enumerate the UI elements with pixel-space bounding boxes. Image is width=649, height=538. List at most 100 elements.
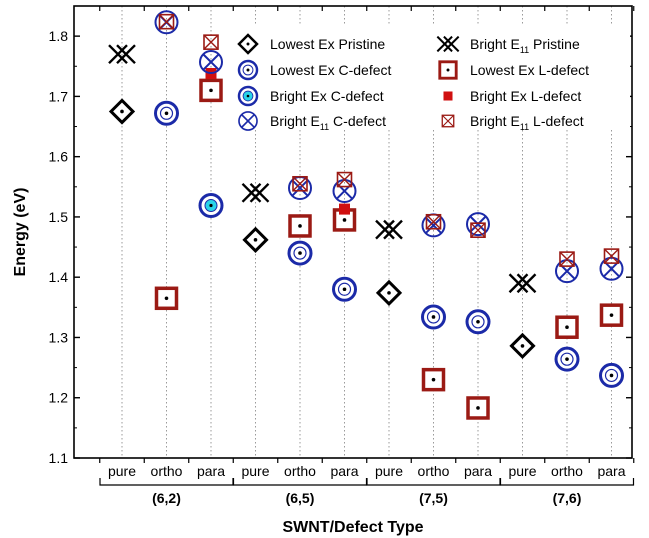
point-circle-dot [421, 304, 446, 330]
legend: Lowest Ex Pristine Bright E11 PristineLow… [234, 25, 630, 132]
y-tick-label: 1.1 [49, 450, 69, 466]
x-tick-label: pure [375, 463, 403, 479]
legend-label: Lowest Ex Pristine [270, 36, 385, 52]
point-circle-dot [554, 346, 580, 372]
legend-icon-square-filled [443, 91, 453, 101]
point-square-filled [339, 203, 350, 215]
point-square-dot [555, 315, 579, 339]
point-square-x [292, 175, 308, 192]
point-square-x [203, 34, 219, 50]
point-square-x [603, 248, 620, 264]
x-tick-label: para [197, 463, 225, 479]
data-points [108, 10, 624, 420]
x-tick-label: pure [108, 463, 136, 479]
point-circle-dot [332, 276, 357, 302]
group-bracket [366, 478, 501, 486]
group-label: (7,6) [553, 490, 582, 506]
point-square-dot [599, 303, 624, 327]
legend-label-sub: 11 [520, 45, 529, 55]
legend-marker [436, 35, 460, 53]
legend-label: Bright E11 L-defect [470, 113, 584, 132]
y-tick-label: 1.8 [49, 28, 69, 44]
legend-marker [237, 33, 259, 55]
legend-label-text: Bright E [470, 113, 520, 129]
point-diamond-dot [242, 226, 269, 253]
legend-icon-square-x [441, 114, 455, 128]
point-square-x [158, 13, 175, 30]
legend-label-suffix: Pristine [529, 36, 580, 52]
legend-label-text: Lowest Ex L-defect [470, 62, 589, 78]
legend-label-text: Lowest Ex C-defect [270, 62, 391, 78]
x-tick-label: ortho [551, 463, 583, 479]
legend-marker [237, 85, 259, 107]
y-tick-label: 1.5 [49, 209, 69, 225]
legend-label-text: Lowest Ex Pristine [270, 36, 385, 52]
group-bracket [99, 478, 234, 486]
legend-box [234, 25, 630, 130]
point-square-dot [466, 396, 490, 420]
point-square-x [559, 251, 575, 267]
y-axis-ticks: 1.1 1.2 1.3 1.4 1.5 1.6 1.7 1.8 [49, 28, 632, 466]
group-label: (7,5) [419, 490, 448, 506]
x-tick-label: ortho [284, 463, 316, 479]
point-square-x [470, 222, 486, 238]
x-axis-ticks: pure ortho para pure ortho para pure ortho para p… [99, 6, 635, 479]
point-diamond-dot [108, 98, 136, 125]
legend-marker [237, 59, 259, 81]
point-diamond-dot [509, 332, 536, 360]
y-tick-label: 1.3 [49, 329, 69, 345]
point-circle-cyan [198, 192, 224, 218]
x-tick-label: ortho [151, 463, 183, 479]
y-tick-label: 1.2 [49, 390, 69, 406]
point-circle-x [199, 50, 223, 75]
y-axis-label: Energy (eV) [12, 188, 29, 277]
legend-label: Bright E11 Pristine [470, 36, 580, 55]
plot-frame [73, 5, 633, 459]
legend-marker [441, 114, 455, 128]
x-tick-label: ortho [418, 463, 450, 479]
legend-marker [238, 111, 258, 131]
legend-label-sub: 11 [520, 122, 529, 132]
legend-label: Lowest Ex C-defect [270, 62, 391, 78]
group-brackets: (6,2) (6,5) (7,5) (7,6) [99, 478, 635, 506]
x-tick-label: pure [241, 463, 269, 479]
legend-label-text: Bright Ex C-defect [270, 88, 384, 104]
legend-label: Bright Ex C-defect [270, 88, 384, 104]
point-double-x [375, 219, 403, 240]
group-label: (6,5) [286, 490, 315, 506]
group-label: (6,2) [152, 490, 181, 506]
x-tick-label: pure [508, 463, 536, 479]
point-double-x [108, 44, 136, 65]
point-double-x [508, 273, 537, 294]
legend-icon-circle-x [238, 111, 258, 131]
y-tick-label: 1.4 [49, 269, 69, 285]
point-square-dot [288, 214, 312, 238]
legend-label: Lowest Ex L-defect [470, 62, 589, 78]
legend-icon-circle-cyan [237, 85, 259, 107]
point-circle-dot [599, 362, 624, 388]
legend-label-sub: 11 [320, 122, 329, 132]
x-tick-label: para [597, 463, 625, 479]
legend-label-suffix: L-defect [529, 113, 584, 129]
legend-icon-square-dot [438, 60, 458, 80]
legend-label-text: Bright E [470, 36, 520, 52]
y-tick-label: 1.7 [49, 88, 69, 104]
legend-label: Bright E11 C-defect [270, 113, 386, 132]
point-circle-dot [465, 309, 491, 335]
point-square-dot [154, 286, 179, 311]
point-square-dot [421, 367, 446, 392]
legend-icon-diamond-dot [237, 33, 259, 55]
group-bracket [232, 478, 368, 486]
y-tick-label: 1.6 [49, 149, 69, 165]
point-double-x [241, 182, 270, 203]
legend-label: Bright Ex L-defect [470, 88, 581, 104]
legend-marker [443, 91, 453, 101]
x-tick-label: para [464, 463, 492, 479]
point-circle-dot [154, 100, 179, 126]
x-tick-label: para [330, 463, 358, 479]
x-axis-label: SWNT/Defect Type [282, 519, 423, 536]
legend-marker [438, 60, 458, 80]
point-square-x [425, 213, 442, 230]
point-circle-x [466, 212, 490, 237]
